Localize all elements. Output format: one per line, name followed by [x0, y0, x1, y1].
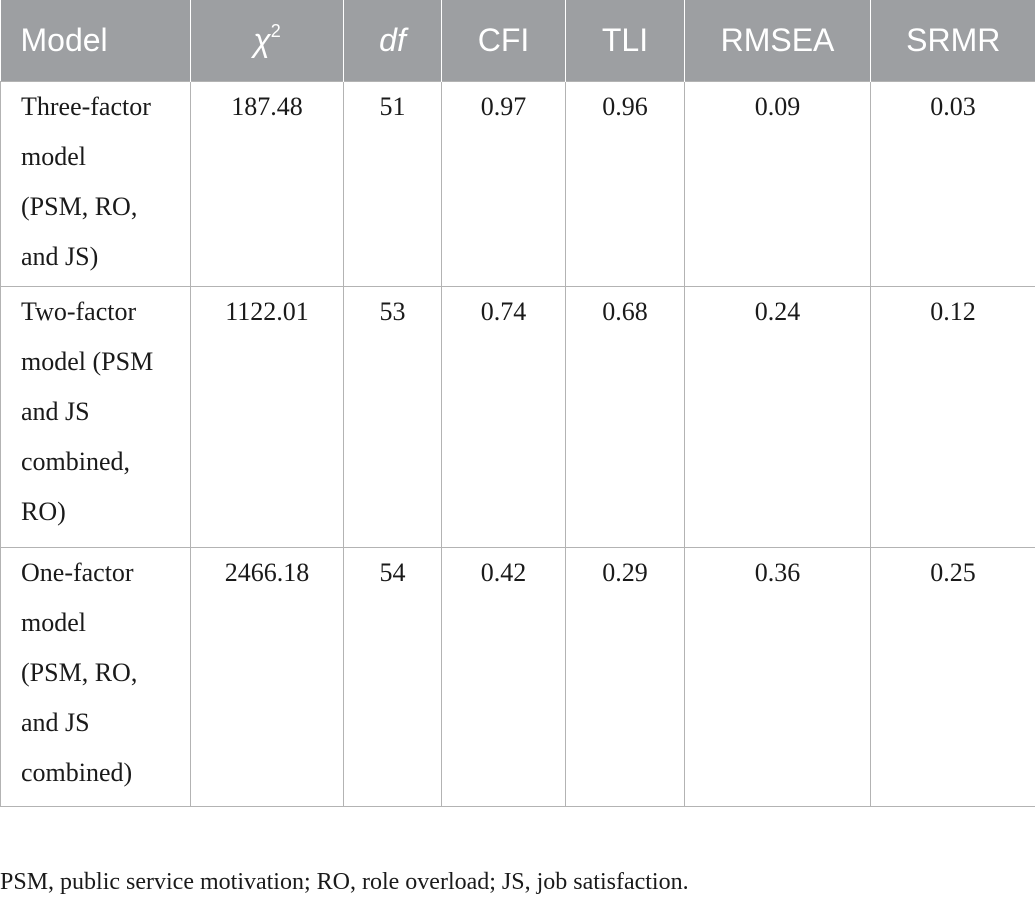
rmsea-cell: 0.24 — [684, 285, 871, 548]
table-row: Three-factor model (PSM, RO, and JS) 187… — [0, 80, 1035, 287]
df-cell: 51 — [343, 80, 442, 287]
model-name-line: (PSM, RO, — [21, 657, 138, 687]
model-fit-table: Model χ2 df CFI TLI RMSEA SRMR Three-fac… — [0, 0, 1035, 807]
model-name-line: and JS) — [21, 241, 99, 271]
table-header-row: Model χ2 df CFI TLI RMSEA SRMR — [0, 0, 1035, 81]
table-footnote: PSM, public service motivation; RO, role… — [0, 869, 689, 895]
rmsea-cell: 0.36 — [684, 546, 871, 807]
chi-square-cell: 1122.01 — [190, 285, 344, 548]
srmr-cell: 0.03 — [870, 80, 1035, 287]
header-df: df — [343, 0, 442, 81]
chi-symbol: χ — [253, 22, 271, 59]
header-rmsea: RMSEA — [684, 0, 871, 81]
header-tli: TLI — [565, 0, 685, 81]
model-name-cell: Three-factor model (PSM, RO, and JS) — [0, 80, 191, 287]
header-model: Model — [20, 21, 108, 58]
header-chi-square: χ2 — [190, 0, 344, 81]
header-cfi: CFI — [441, 0, 566, 81]
cfi-cell: 0.42 — [441, 546, 566, 807]
model-name-line: model — [21, 141, 86, 171]
model-name-line: (PSM, RO, — [21, 191, 138, 221]
model-name-cell: One-factor model (PSM, RO, and JS combin… — [0, 546, 191, 807]
rmsea-cell: 0.09 — [684, 80, 871, 287]
model-name-line: Three-factor — [21, 91, 151, 121]
model-name-cell: Two-factor model (PSM and JS combined, R… — [0, 285, 191, 548]
srmr-cell: 0.12 — [870, 285, 1035, 548]
header-srmr: SRMR — [870, 0, 1035, 81]
model-name-line: RO) — [21, 496, 66, 526]
tli-cell: 0.68 — [565, 285, 685, 548]
model-name-line: and JS — [21, 396, 90, 426]
cfi-cell: 0.97 — [441, 80, 566, 287]
model-name-line: Two-factor — [21, 296, 137, 326]
chi-square-cell: 187.48 — [190, 80, 344, 287]
table-row: Two-factor model (PSM and JS combined, R… — [0, 285, 1035, 548]
chi-square-cell: 2466.18 — [190, 546, 344, 807]
model-name-line: and JS — [21, 707, 90, 737]
df-cell: 53 — [343, 285, 442, 548]
srmr-cell: 0.25 — [870, 546, 1035, 807]
model-name-line: One-factor — [21, 557, 134, 587]
df-label: df — [379, 21, 406, 58]
chi-superscript: 2 — [270, 21, 281, 42]
model-name-line: model (PSM — [21, 346, 154, 376]
df-cell: 54 — [343, 546, 442, 807]
cfi-cell: 0.74 — [441, 285, 566, 548]
model-name-line: combined, — [21, 446, 131, 476]
model-name-line: combined) — [21, 757, 133, 787]
tli-cell: 0.29 — [565, 546, 685, 807]
model-name-line: model — [21, 607, 86, 637]
table-row: One-factor model (PSM, RO, and JS combin… — [0, 546, 1035, 807]
tli-cell: 0.96 — [565, 80, 685, 287]
